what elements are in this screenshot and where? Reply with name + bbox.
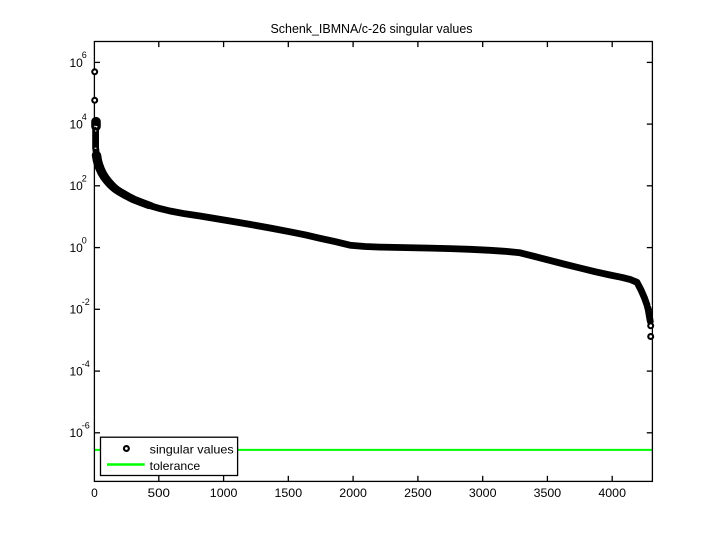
svg-text:4000: 4000 <box>598 486 626 500</box>
svg-text:0: 0 <box>82 235 87 245</box>
svg-text:10: 10 <box>70 426 84 440</box>
svg-text:singular values: singular values <box>150 443 234 457</box>
svg-text:2000: 2000 <box>339 486 367 500</box>
svg-text:-2: -2 <box>82 297 90 307</box>
svg-text:500: 500 <box>148 486 171 500</box>
svg-text:-4: -4 <box>82 359 90 369</box>
svg-text:tolerance: tolerance <box>150 459 201 473</box>
svg-text:2: 2 <box>82 174 87 184</box>
svg-text:3500: 3500 <box>534 486 562 500</box>
svg-text:0: 0 <box>91 486 98 500</box>
svg-text:1000: 1000 <box>210 486 238 500</box>
svg-text:3000: 3000 <box>469 486 497 500</box>
svg-text:4: 4 <box>82 112 87 122</box>
svg-text:10: 10 <box>70 303 84 317</box>
svg-text:2500: 2500 <box>404 486 432 500</box>
svg-text:Schenk_IBMNA/c-26 singular val: Schenk_IBMNA/c-26 singular values <box>271 22 473 36</box>
svg-text:10: 10 <box>70 365 84 379</box>
svg-text:1500: 1500 <box>275 486 303 500</box>
svg-text:6: 6 <box>82 50 87 60</box>
svg-text:10: 10 <box>70 179 84 193</box>
svg-text:10: 10 <box>70 118 84 132</box>
svg-text:10: 10 <box>70 56 84 70</box>
svg-text:10: 10 <box>70 241 84 255</box>
svg-text:-6: -6 <box>82 421 90 431</box>
